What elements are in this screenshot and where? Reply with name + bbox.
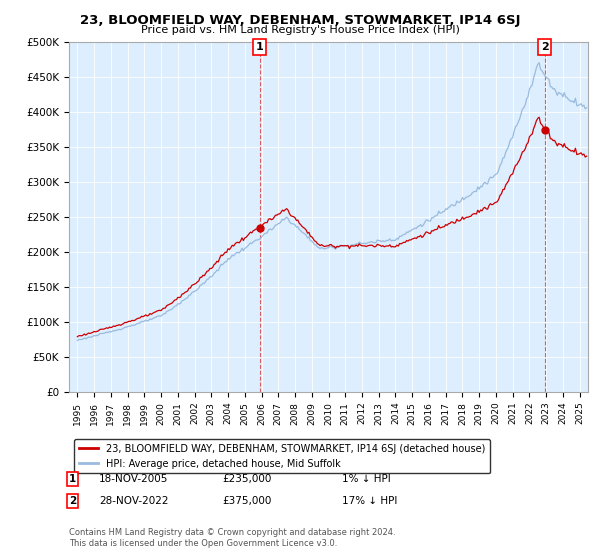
Text: 28-NOV-2022: 28-NOV-2022	[99, 496, 169, 506]
Text: 17% ↓ HPI: 17% ↓ HPI	[342, 496, 397, 506]
Text: 2: 2	[69, 496, 76, 506]
Text: £375,000: £375,000	[222, 496, 271, 506]
Legend: 23, BLOOMFIELD WAY, DEBENHAM, STOWMARKET, IP14 6SJ (detached house), HPI: Averag: 23, BLOOMFIELD WAY, DEBENHAM, STOWMARKET…	[74, 439, 490, 473]
Text: 2: 2	[541, 42, 548, 52]
Text: £235,000: £235,000	[222, 474, 271, 484]
Text: 18-NOV-2005: 18-NOV-2005	[99, 474, 169, 484]
Text: Contains HM Land Registry data © Crown copyright and database right 2024.
This d: Contains HM Land Registry data © Crown c…	[69, 528, 395, 548]
Text: 23, BLOOMFIELD WAY, DEBENHAM, STOWMARKET, IP14 6SJ: 23, BLOOMFIELD WAY, DEBENHAM, STOWMARKET…	[80, 14, 520, 27]
Text: Price paid vs. HM Land Registry's House Price Index (HPI): Price paid vs. HM Land Registry's House …	[140, 25, 460, 35]
Text: 1: 1	[256, 42, 263, 52]
Text: 1% ↓ HPI: 1% ↓ HPI	[342, 474, 391, 484]
Text: 1: 1	[69, 474, 76, 484]
